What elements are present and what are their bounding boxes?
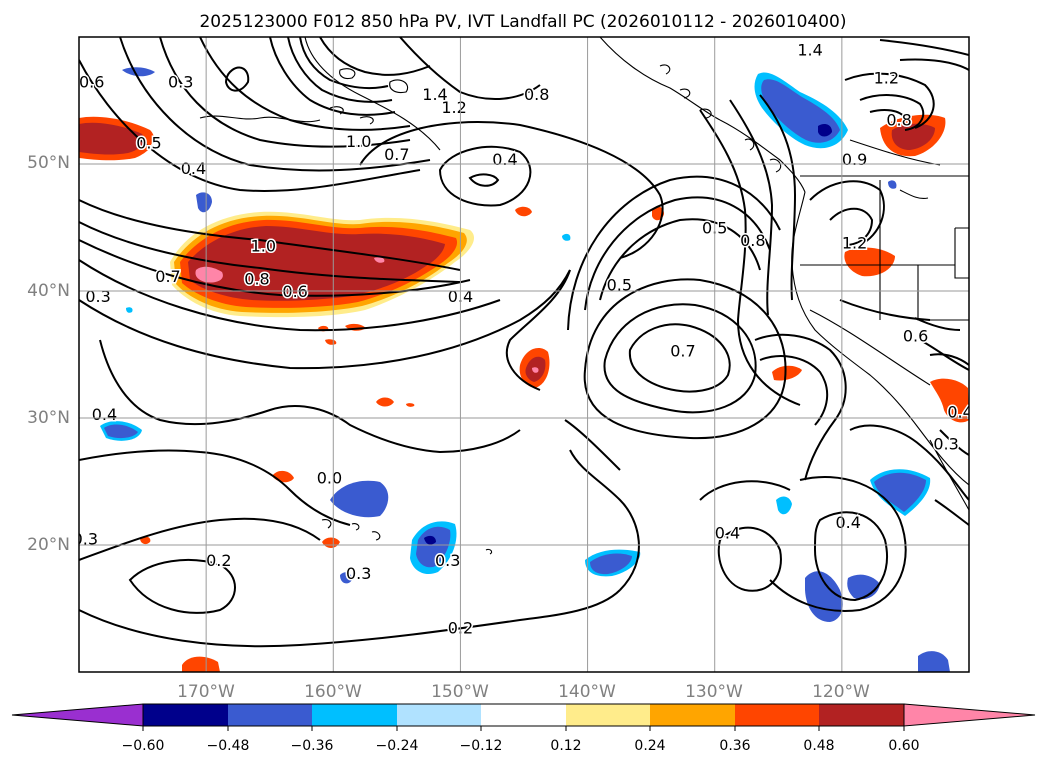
colorbar-segment [397,704,481,726]
contour-label: 0.0 [317,469,342,488]
colorbar-label: −0.48 [207,738,250,754]
colorbar-segment [143,704,228,726]
colorbar-label: 0.48 [803,738,834,754]
pv-contours [79,37,969,648]
contour-label: 0.3 [346,564,371,583]
contour-label: 0.2 [206,551,231,570]
contour-label: 0.8 [740,231,765,250]
lon-tick-label: 130°W [685,682,743,702]
lat-tick-label: 20°N [27,535,70,555]
contour-label: 0.5 [136,133,161,152]
map-panel: 0.6 0.30.50.41.00.71.41.20.80.41.41.20.80… [27,36,970,702]
colorbar-label: 0.60 [888,738,919,754]
contour-label: 0.4 [92,405,117,424]
colorbar-label: 0.12 [550,738,581,754]
contour-label: 0.5 [607,276,632,295]
contour-label: 0.8 [524,85,549,104]
colorbar-extend-min [12,704,143,726]
contour-label: 0.3 [168,72,193,91]
contour-label: 1.0 [346,132,371,151]
contour-label: 0.3 [435,551,460,570]
contour-label: 0.6 [79,72,104,91]
contour-label: 0.4 [715,523,740,542]
lon-tick-label: 140°W [558,682,616,702]
contour-label: 0.9 [842,150,867,169]
colorbar-label: −0.36 [291,738,334,754]
colorbar-segment [650,704,735,726]
contour-label: 0.4 [835,513,860,532]
colorbar-outline [142,703,905,727]
colorbar-segment [566,704,650,726]
map-frame [78,36,970,673]
colorbar-label: 0.24 [634,738,665,754]
colorbar-ticks [142,726,905,731]
colorbar-segment [228,704,312,726]
colorbar-extend-max [904,704,1035,726]
colorbar-label: −0.60 [122,738,165,754]
lat-tick-label: 40°N [27,281,70,301]
gridlines [79,37,969,672]
contour-label: 0.4 [492,150,517,169]
colorbar-segment [819,704,904,726]
contour-label: 0.8 [886,111,911,130]
colorbar-segment [312,704,397,726]
contour-label: 1.4 [422,85,447,104]
figure-title: 2025123000 F012 850 hPa PV, IVT Landfall… [199,12,846,32]
colorbar-segment [481,704,566,726]
contour-label: 0.4 [181,159,206,178]
contour-label: 0.3 [933,434,958,453]
colorbar: −0.60 −0.48 −0.36 −0.24 −0.12 0.12 0.24 … [11,703,1036,754]
lon-tick-label: 170°W [177,682,235,702]
colorbar-label: −0.12 [460,738,503,754]
colorbar-label: −0.24 [376,738,419,754]
contour-label: 0.7 [155,267,180,286]
contour-label: 0.6 [903,326,928,345]
contour-label: 1.2 [441,98,466,117]
contour-label: 1.0 [251,236,276,255]
contour-label: 1.4 [797,41,822,60]
colorbar-label: 0.36 [719,738,750,754]
lat-tick-label: 50°N [27,153,70,173]
lat-tick-label: 30°N [27,408,70,428]
colorbar-labels: −0.60 −0.48 −0.36 −0.24 −0.12 0.12 0.24 … [122,738,920,754]
contour-label: 0.8 [244,269,269,288]
contour-label: 0.3 [85,287,110,306]
coastlines [199,37,969,555]
contour-label: 0.3 [73,530,98,549]
contour-label: 1.2 [842,234,867,253]
lon-tick-label: 160°W [304,682,362,702]
lon-tick-labels: 170°W 160°W 150°W 140°W 130°W 120°W [177,682,870,702]
lon-tick-label: 120°W [812,682,870,702]
lat-tick-labels: 50°N 40°N 30°N 20°N [27,153,70,555]
lon-tick-label: 150°W [431,682,489,702]
contour-label: 1.2 [874,69,899,88]
contour-label: 0.7 [670,342,695,361]
contour-label: 0.7 [384,145,409,164]
colorbar-segment [735,704,819,726]
colorbar-segments [11,703,1036,727]
